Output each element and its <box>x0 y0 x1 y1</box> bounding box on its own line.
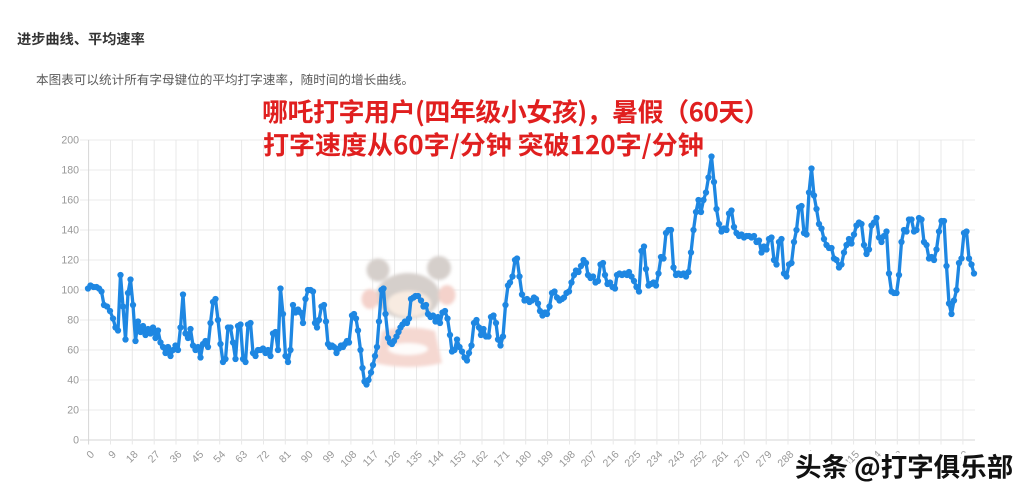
svg-text:0: 0 <box>73 435 79 447</box>
svg-text:20: 20 <box>67 405 79 417</box>
svg-text:40: 40 <box>67 375 79 387</box>
svg-text:180: 180 <box>61 165 79 177</box>
svg-text:120: 120 <box>61 255 79 267</box>
svg-text:140: 140 <box>61 225 79 237</box>
svg-text:100: 100 <box>61 285 79 297</box>
svg-text:200: 200 <box>61 135 79 147</box>
svg-text:160: 160 <box>61 195 79 207</box>
svg-text:60: 60 <box>67 345 79 357</box>
svg-text:80: 80 <box>67 315 79 327</box>
